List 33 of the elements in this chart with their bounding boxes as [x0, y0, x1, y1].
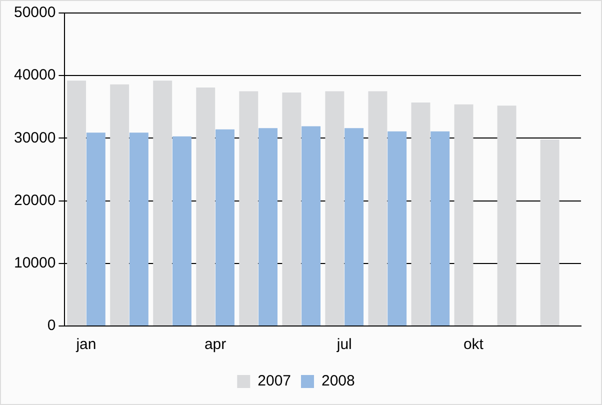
y-tick-label: 20000: [14, 192, 56, 209]
bar: [454, 104, 474, 326]
bar: [344, 128, 364, 326]
bar: [239, 91, 258, 326]
bar: [540, 139, 560, 326]
bar: [67, 80, 86, 326]
bar: [411, 102, 430, 326]
bar: [497, 106, 516, 326]
legend-label: 2008: [322, 372, 355, 390]
y-tick-label: 50000: [14, 4, 56, 22]
bar: [153, 80, 172, 326]
bar: [430, 131, 450, 326]
x-tick-label: apr: [204, 336, 226, 354]
bar: [129, 132, 148, 326]
y-tick-label: 40000: [14, 66, 56, 84]
y-tick-label: 0: [47, 317, 56, 334]
bar: [368, 91, 388, 326]
x-tick-label: jan: [75, 336, 96, 354]
bar: [388, 131, 407, 326]
bar: [86, 132, 106, 326]
bar: [325, 91, 344, 326]
bar: [302, 126, 321, 326]
bar: [282, 92, 302, 326]
x-tick-label: jul: [336, 336, 352, 354]
bar: [172, 136, 192, 326]
y-tick-label: 30000: [14, 129, 56, 146]
x-tick-label: okt: [463, 336, 484, 354]
legend-label: 2007: [258, 372, 292, 390]
bar: [196, 87, 216, 326]
bar: [215, 129, 234, 326]
y-tick-label: 10000: [14, 254, 56, 272]
bar: [258, 128, 278, 326]
bar: [110, 84, 130, 326]
